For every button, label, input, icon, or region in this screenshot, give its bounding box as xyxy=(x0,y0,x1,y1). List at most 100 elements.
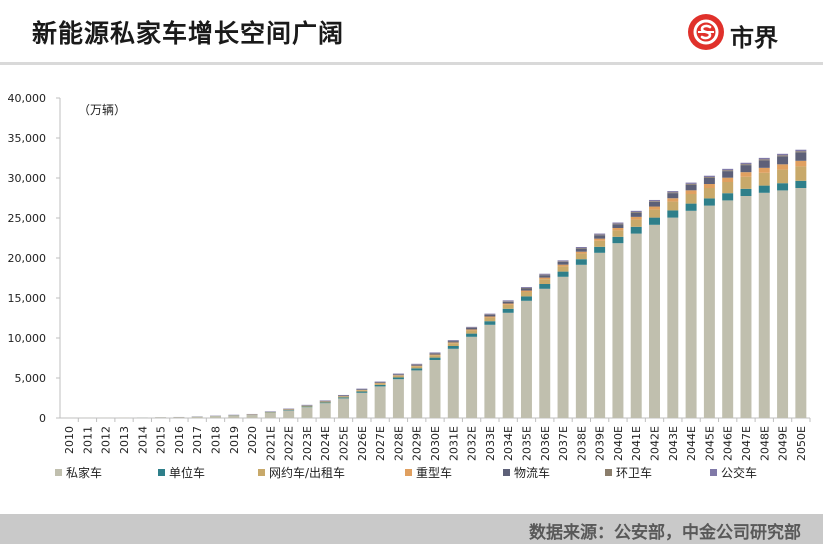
bar-segment xyxy=(557,276,569,418)
bar-segment xyxy=(539,273,551,275)
bar-segment xyxy=(356,389,368,390)
chart: 2010 2011 2012 2013 2014 2015 2016 2017 2018 2019… xyxy=(8,92,811,480)
legend: 私家车 单位车 网约车/出租车 重型车 物流车 环卫车 公交车 xyxy=(55,465,757,480)
legend-label: 重型车 xyxy=(416,465,452,480)
bar-segment xyxy=(649,199,660,202)
bar-segment xyxy=(649,206,660,210)
bar-segment xyxy=(795,166,807,181)
x-tick-label: 2013 xyxy=(118,426,131,454)
bar-segment xyxy=(447,348,459,418)
y-tick-label: 40,000 xyxy=(8,92,47,105)
bar-segment xyxy=(612,243,624,418)
bar-segment xyxy=(319,401,331,403)
bar-segment xyxy=(740,196,752,418)
x-tick-label: 2036E xyxy=(539,426,552,461)
bar-segment xyxy=(685,183,697,185)
y-tick-label: 0 xyxy=(39,412,46,425)
x-tick-labels: 2010 2011 2012 2013 2014 2015 2016 2017 2018 2019… xyxy=(63,426,808,461)
bar-segment xyxy=(612,230,624,237)
bar-segment xyxy=(758,160,770,168)
bar-segment xyxy=(722,171,734,178)
y-tick-label: 35,000 xyxy=(8,132,47,145)
bar-segment xyxy=(740,162,752,165)
bar-segment xyxy=(539,274,551,276)
bar-segment xyxy=(447,346,459,349)
y-tick-label: 5,000 xyxy=(15,372,47,385)
bar-segment xyxy=(685,182,697,184)
bar-segment xyxy=(795,188,807,418)
bar-segment xyxy=(429,355,441,358)
bar-segment xyxy=(429,353,441,355)
bar-segment xyxy=(264,412,276,418)
bar-segment xyxy=(667,192,679,194)
bar-segment xyxy=(612,228,624,231)
x-tick-label: 2038E xyxy=(575,426,588,461)
bar-segment xyxy=(795,152,807,161)
bar-segment xyxy=(502,304,514,309)
header-divider xyxy=(0,62,823,65)
bar-segment xyxy=(594,246,606,253)
x-tick-label: 2026E xyxy=(356,426,369,461)
bar-segment xyxy=(795,180,807,188)
bar-segment xyxy=(649,224,660,418)
x-tick-label: 2033E xyxy=(484,426,497,461)
bar-segment xyxy=(539,284,551,289)
bar-segment xyxy=(539,277,551,280)
logo-text: 市界 xyxy=(730,24,778,52)
bar-segment xyxy=(520,287,532,288)
bar-segment xyxy=(155,417,167,418)
footer: 数据来源：公安部，中金公司研究部 xyxy=(0,514,823,544)
logo-circle-icon xyxy=(688,14,724,50)
x-tick-label: 2014 xyxy=(136,426,149,454)
legend-label: 网约车/出租车 xyxy=(269,465,345,480)
bar-segment xyxy=(392,379,404,418)
bar-segment xyxy=(667,191,679,193)
bar-segment xyxy=(777,190,789,418)
legend-label: 环卫车 xyxy=(616,465,652,480)
bar-segment xyxy=(411,366,423,369)
bar-segment xyxy=(685,190,697,194)
x-tick-label: 2043E xyxy=(667,426,680,461)
bar-segment xyxy=(338,397,350,399)
x-tick-label: 2031E xyxy=(447,426,460,461)
bar-segment xyxy=(575,264,587,418)
x-tick-label: 2023E xyxy=(301,426,314,461)
bar-segment xyxy=(777,156,789,165)
bar-segment xyxy=(630,212,642,213)
x-tick-label: 2035E xyxy=(520,426,533,461)
bar-segment xyxy=(594,235,606,239)
bar-segment xyxy=(411,370,423,418)
x-tick-label: 2037E xyxy=(557,426,570,461)
bar-segment xyxy=(758,167,770,173)
bar-segment xyxy=(667,193,679,199)
x-tick-label: 2030E xyxy=(429,426,442,461)
bar-segment xyxy=(795,151,807,153)
bar-segment xyxy=(703,198,715,206)
bar-segment xyxy=(319,403,331,418)
legend-swatch xyxy=(55,469,62,476)
bar-segment xyxy=(466,329,478,331)
bar-segment xyxy=(740,165,752,173)
bar-segment xyxy=(502,312,514,418)
bar-segment xyxy=(484,321,496,325)
x-tick-label: 2016 xyxy=(173,426,186,454)
bar-segment xyxy=(301,406,313,408)
bar-segment xyxy=(520,290,532,292)
bar-segment xyxy=(722,177,734,182)
bar-segment xyxy=(777,183,789,191)
x-tick-label: 2017 xyxy=(191,426,204,454)
bar-segment xyxy=(173,417,185,418)
bar-segment xyxy=(758,159,770,161)
legend-swatch xyxy=(605,469,612,476)
bar-segment xyxy=(703,188,715,199)
bar-segment xyxy=(392,374,404,376)
x-tick-label: 2011 xyxy=(81,426,94,454)
bar-segment xyxy=(301,405,313,407)
legend-label: 公交车 xyxy=(721,465,757,480)
bar-segment xyxy=(557,261,569,265)
bar-segment xyxy=(685,203,697,211)
bar-segment xyxy=(429,357,441,360)
bar-segment xyxy=(502,301,514,304)
bar-segment xyxy=(447,342,459,344)
bar-segment xyxy=(758,192,770,418)
